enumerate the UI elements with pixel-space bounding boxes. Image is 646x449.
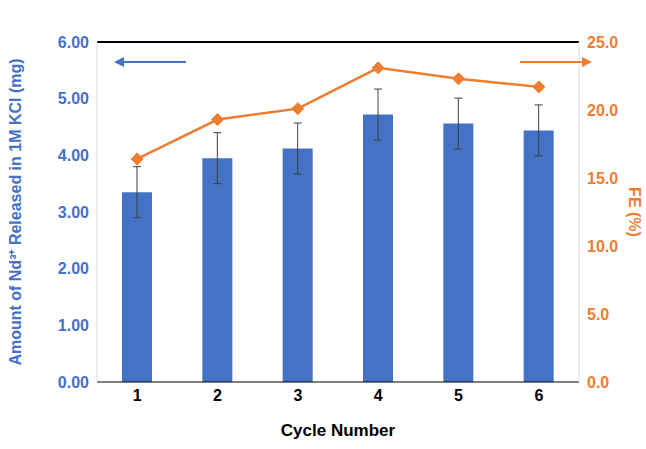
svg-text:5.0: 5.0 [587,306,609,323]
svg-text:3: 3 [293,387,302,404]
svg-text:2.00: 2.00 [58,260,89,277]
svg-text:15.0: 15.0 [587,170,618,187]
svg-text:2: 2 [213,387,222,404]
svg-text:6.00: 6.00 [58,34,89,51]
svg-text:0.00: 0.00 [58,374,89,391]
svg-text:25.0: 25.0 [587,34,618,51]
svg-text:FE (%): FE (%) [626,187,638,237]
svg-text:3.00: 3.00 [58,204,89,221]
svg-text:5.00: 5.00 [58,90,89,107]
svg-text:10.0: 10.0 [587,238,618,255]
svg-text:0.0: 0.0 [587,374,609,391]
svg-text:6: 6 [534,387,543,404]
svg-text:Cycle Number: Cycle Number [281,421,396,440]
svg-text:4.00: 4.00 [58,147,89,164]
svg-text:5: 5 [454,387,463,404]
svg-text:1.00: 1.00 [58,317,89,334]
svg-text:1: 1 [133,387,142,404]
svg-text:Amount of Nd³⁺ Released in 1M: Amount of Nd³⁺ Released in 1M KCl (mg) [8,58,24,365]
svg-text:4: 4 [374,387,383,404]
svg-text:20.0: 20.0 [587,102,618,119]
